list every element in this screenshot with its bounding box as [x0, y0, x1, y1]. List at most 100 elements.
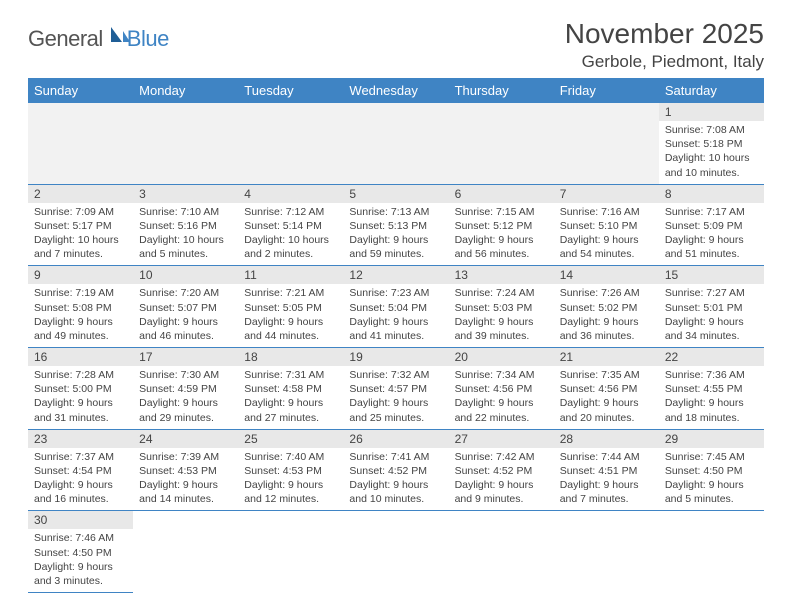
day-details: Sunrise: 7:23 AMSunset: 5:04 PMDaylight:… — [343, 284, 448, 347]
day-number: 27 — [449, 430, 554, 448]
day-details: Sunrise: 7:28 AMSunset: 5:00 PMDaylight:… — [28, 366, 133, 429]
calendar-cell — [449, 103, 554, 184]
weekday-header: Wednesday — [343, 78, 448, 103]
calendar-cell: 17Sunrise: 7:30 AMSunset: 4:59 PMDayligh… — [133, 348, 238, 430]
calendar-cell: 2Sunrise: 7:09 AMSunset: 5:17 PMDaylight… — [28, 184, 133, 266]
calendar-cell: 28Sunrise: 7:44 AMSunset: 4:51 PMDayligh… — [554, 429, 659, 511]
day-number: 10 — [133, 266, 238, 284]
calendar-cell — [133, 103, 238, 184]
day-number: 16 — [28, 348, 133, 366]
day-details: Sunrise: 7:13 AMSunset: 5:13 PMDaylight:… — [343, 203, 448, 266]
calendar-cell: 11Sunrise: 7:21 AMSunset: 5:05 PMDayligh… — [238, 266, 343, 348]
day-details: Sunrise: 7:39 AMSunset: 4:53 PMDaylight:… — [133, 448, 238, 511]
calendar-cell: 30Sunrise: 7:46 AMSunset: 4:50 PMDayligh… — [28, 511, 133, 593]
calendar-cell: 21Sunrise: 7:35 AMSunset: 4:56 PMDayligh… — [554, 348, 659, 430]
brand-word1: General — [28, 26, 103, 52]
day-details: Sunrise: 7:16 AMSunset: 5:10 PMDaylight:… — [554, 203, 659, 266]
calendar-cell: 5Sunrise: 7:13 AMSunset: 5:13 PMDaylight… — [343, 184, 448, 266]
day-details: Sunrise: 7:19 AMSunset: 5:08 PMDaylight:… — [28, 284, 133, 347]
calendar-cell — [28, 103, 133, 184]
calendar-cell: 8Sunrise: 7:17 AMSunset: 5:09 PMDaylight… — [659, 184, 764, 266]
day-details: Sunrise: 7:34 AMSunset: 4:56 PMDaylight:… — [449, 366, 554, 429]
day-number: 29 — [659, 430, 764, 448]
day-number: 23 — [28, 430, 133, 448]
day-details: Sunrise: 7:40 AMSunset: 4:53 PMDaylight:… — [238, 448, 343, 511]
day-details: Sunrise: 7:09 AMSunset: 5:17 PMDaylight:… — [28, 203, 133, 266]
day-number: 1 — [659, 103, 764, 121]
calendar-cell: 22Sunrise: 7:36 AMSunset: 4:55 PMDayligh… — [659, 348, 764, 430]
day-number: 19 — [343, 348, 448, 366]
calendar-cell: 6Sunrise: 7:15 AMSunset: 5:12 PMDaylight… — [449, 184, 554, 266]
day-details: Sunrise: 7:10 AMSunset: 5:16 PMDaylight:… — [133, 203, 238, 266]
day-number: 6 — [449, 185, 554, 203]
day-number: 25 — [238, 430, 343, 448]
day-details: Sunrise: 7:12 AMSunset: 5:14 PMDaylight:… — [238, 203, 343, 266]
day-details: Sunrise: 7:30 AMSunset: 4:59 PMDaylight:… — [133, 366, 238, 429]
day-details: Sunrise: 7:08 AMSunset: 5:18 PMDaylight:… — [659, 121, 764, 184]
day-details: Sunrise: 7:17 AMSunset: 5:09 PMDaylight:… — [659, 203, 764, 266]
day-number: 24 — [133, 430, 238, 448]
calendar-cell: 29Sunrise: 7:45 AMSunset: 4:50 PMDayligh… — [659, 429, 764, 511]
sail-icon — [109, 25, 131, 50]
calendar-cell: 9Sunrise: 7:19 AMSunset: 5:08 PMDaylight… — [28, 266, 133, 348]
weekday-header: Friday — [554, 78, 659, 103]
day-number: 2 — [28, 185, 133, 203]
calendar-cell: 27Sunrise: 7:42 AMSunset: 4:52 PMDayligh… — [449, 429, 554, 511]
day-details: Sunrise: 7:20 AMSunset: 5:07 PMDaylight:… — [133, 284, 238, 347]
calendar-cell — [449, 511, 554, 593]
calendar-cell: 23Sunrise: 7:37 AMSunset: 4:54 PMDayligh… — [28, 429, 133, 511]
calendar-cell: 13Sunrise: 7:24 AMSunset: 5:03 PMDayligh… — [449, 266, 554, 348]
calendar-cell — [554, 103, 659, 184]
calendar-cell: 1Sunrise: 7:08 AMSunset: 5:18 PMDaylight… — [659, 103, 764, 184]
day-number: 12 — [343, 266, 448, 284]
day-details: Sunrise: 7:42 AMSunset: 4:52 PMDaylight:… — [449, 448, 554, 511]
day-number: 13 — [449, 266, 554, 284]
day-number: 14 — [554, 266, 659, 284]
calendar-cell: 3Sunrise: 7:10 AMSunset: 5:16 PMDaylight… — [133, 184, 238, 266]
day-number: 30 — [28, 511, 133, 529]
calendar-cell: 4Sunrise: 7:12 AMSunset: 5:14 PMDaylight… — [238, 184, 343, 266]
day-number: 5 — [343, 185, 448, 203]
day-number: 21 — [554, 348, 659, 366]
day-details: Sunrise: 7:26 AMSunset: 5:02 PMDaylight:… — [554, 284, 659, 347]
day-details: Sunrise: 7:27 AMSunset: 5:01 PMDaylight:… — [659, 284, 764, 347]
weekday-header: Thursday — [449, 78, 554, 103]
calendar-cell — [238, 511, 343, 593]
day-details: Sunrise: 7:32 AMSunset: 4:57 PMDaylight:… — [343, 366, 448, 429]
page-location: Gerbole, Piedmont, Italy — [565, 52, 764, 72]
day-number: 18 — [238, 348, 343, 366]
weekday-header: Saturday — [659, 78, 764, 103]
weekday-header: Monday — [133, 78, 238, 103]
calendar-cell: 25Sunrise: 7:40 AMSunset: 4:53 PMDayligh… — [238, 429, 343, 511]
day-details: Sunrise: 7:41 AMSunset: 4:52 PMDaylight:… — [343, 448, 448, 511]
day-details: Sunrise: 7:36 AMSunset: 4:55 PMDaylight:… — [659, 366, 764, 429]
day-details: Sunrise: 7:35 AMSunset: 4:56 PMDaylight:… — [554, 366, 659, 429]
calendar-cell — [133, 511, 238, 593]
weekday-header: Tuesday — [238, 78, 343, 103]
day-number: 8 — [659, 185, 764, 203]
day-number: 28 — [554, 430, 659, 448]
calendar-cell: 26Sunrise: 7:41 AMSunset: 4:52 PMDayligh… — [343, 429, 448, 511]
calendar-cell — [343, 103, 448, 184]
day-details: Sunrise: 7:15 AMSunset: 5:12 PMDaylight:… — [449, 203, 554, 266]
brand-logo: General Blue — [28, 26, 169, 52]
day-number: 3 — [133, 185, 238, 203]
day-number: 20 — [449, 348, 554, 366]
day-number: 17 — [133, 348, 238, 366]
day-number: 4 — [238, 185, 343, 203]
calendar-cell: 14Sunrise: 7:26 AMSunset: 5:02 PMDayligh… — [554, 266, 659, 348]
calendar-cell: 19Sunrise: 7:32 AMSunset: 4:57 PMDayligh… — [343, 348, 448, 430]
calendar-cell — [238, 103, 343, 184]
calendar-cell: 12Sunrise: 7:23 AMSunset: 5:04 PMDayligh… — [343, 266, 448, 348]
calendar-cell: 18Sunrise: 7:31 AMSunset: 4:58 PMDayligh… — [238, 348, 343, 430]
calendar-cell: 24Sunrise: 7:39 AMSunset: 4:53 PMDayligh… — [133, 429, 238, 511]
calendar-table: SundayMondayTuesdayWednesdayThursdayFrid… — [28, 78, 764, 593]
day-details: Sunrise: 7:31 AMSunset: 4:58 PMDaylight:… — [238, 366, 343, 429]
day-details: Sunrise: 7:44 AMSunset: 4:51 PMDaylight:… — [554, 448, 659, 511]
calendar-cell: 20Sunrise: 7:34 AMSunset: 4:56 PMDayligh… — [449, 348, 554, 430]
day-number: 26 — [343, 430, 448, 448]
day-details: Sunrise: 7:45 AMSunset: 4:50 PMDaylight:… — [659, 448, 764, 511]
calendar-cell — [659, 511, 764, 593]
day-number: 11 — [238, 266, 343, 284]
calendar-cell: 15Sunrise: 7:27 AMSunset: 5:01 PMDayligh… — [659, 266, 764, 348]
